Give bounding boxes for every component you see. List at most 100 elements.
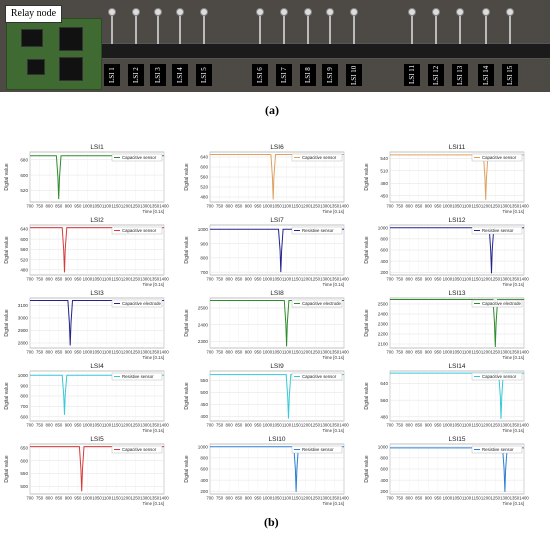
x-tick-label: 1250 — [131, 277, 141, 282]
chart-lsi9: LSI9 Digital value 400 450 500 550 700 750 800 85… — [184, 363, 349, 433]
y-tick-label: 2500 — [198, 306, 209, 311]
x-tick-label: 1150 — [472, 204, 482, 209]
x-tick-label: 1250 — [311, 423, 321, 428]
chart-title: LSI9 — [270, 363, 284, 370]
x-tick-label: 1000 — [443, 204, 453, 209]
x-tick-label: 750 — [396, 423, 404, 428]
x-tick-label: 750 — [36, 496, 44, 501]
x-tick-label: 1300 — [320, 496, 330, 501]
x-tick-label: 1100 — [102, 423, 112, 428]
x-tick-label: 900 — [425, 423, 433, 428]
x-axis-label: Time [0.1s] — [322, 282, 344, 287]
x-tick-label: 1400 — [159, 496, 169, 501]
chart-title: LSI11 — [449, 144, 466, 151]
y-tick-label: 400 — [200, 478, 208, 483]
x-tick-label: 1200 — [301, 423, 311, 428]
sensor-stem — [283, 14, 285, 44]
x-tick-label: 750 — [216, 277, 224, 282]
x-tick-label: 1350 — [330, 204, 340, 209]
y-tick-label: 2100 — [378, 342, 389, 347]
x-tick-label: 900 — [425, 350, 433, 355]
y-axis-label: Digital value — [4, 309, 10, 336]
x-tick-label: 800 — [406, 277, 414, 282]
x-tick-label: 1000 — [263, 423, 273, 428]
x-tick-label: 1400 — [339, 277, 349, 282]
x-tick-label: 800 — [46, 204, 54, 209]
chart-title: LSI12 — [449, 217, 466, 224]
x-tick-label: 1400 — [519, 204, 529, 209]
y-tick-label: 1000 — [198, 444, 209, 449]
sensor-stem — [111, 14, 113, 44]
x-tick-label: 850 — [415, 423, 423, 428]
x-tick-label: 1200 — [481, 350, 491, 355]
legend-label: Resistive sensor — [302, 228, 334, 233]
y-tick-label: 560 — [380, 398, 388, 403]
x-tick-label: 1350 — [330, 350, 340, 355]
x-tick-label: 1400 — [339, 350, 349, 355]
x-tick-label: 900 — [245, 496, 253, 501]
x-tick-label: 1150 — [112, 496, 122, 501]
legend-label: Resistive sensor — [122, 374, 154, 379]
sensor-head — [482, 8, 490, 16]
x-tick-label: 700 — [206, 423, 214, 428]
sensor-head — [326, 8, 334, 16]
sensor-head — [304, 8, 312, 16]
y-tick-label: 900 — [20, 383, 28, 388]
x-axis-label: Time [0.1s] — [502, 282, 524, 287]
x-tick-label: 1050 — [452, 423, 462, 428]
x-axis-label: Time [0.1s] — [142, 355, 164, 360]
x-tick-label: 1050 — [92, 204, 102, 209]
x-tick-label: 1250 — [131, 350, 141, 355]
x-tick-label: 1250 — [311, 350, 321, 355]
x-tick-label: 1300 — [140, 496, 150, 501]
x-tick-label: 1050 — [452, 350, 462, 355]
x-tick-label: 750 — [36, 350, 44, 355]
y-tick-label: 900 — [200, 241, 208, 246]
y-tick-label: 550 — [200, 378, 208, 383]
series-line — [210, 154, 344, 200]
board-chip — [27, 59, 45, 75]
x-tick-label: 1350 — [150, 423, 160, 428]
x-tick-label: 1000 — [83, 423, 93, 428]
sensor-photo: Relay node LSI 1 LSI 2 LSI 3 LSI 4 LSI 5 LSI … — [0, 0, 550, 92]
x-tick-label: 1050 — [272, 350, 282, 355]
x-tick-label: 900 — [425, 204, 433, 209]
x-tick-label: 1200 — [121, 277, 131, 282]
y-tick-label: 2400 — [378, 312, 389, 317]
x-tick-label: 1150 — [472, 277, 482, 282]
y-tick-label: 1000 — [378, 444, 389, 449]
x-tick-label: 950 — [434, 423, 442, 428]
y-tick-label: 2200 — [378, 332, 389, 337]
legend-label: Capacitive sensor — [122, 228, 157, 233]
legend-box — [111, 226, 163, 235]
x-tick-label: 1200 — [481, 496, 491, 501]
x-tick-label: 750 — [216, 350, 224, 355]
y-axis-label: Digital value — [184, 236, 190, 263]
x-tick-label: 1250 — [491, 496, 501, 501]
series-line — [30, 374, 164, 415]
series-line — [30, 300, 164, 346]
x-tick-label: 950 — [254, 496, 262, 501]
x-tick-label: 1400 — [159, 277, 169, 282]
x-tick-label: 1300 — [140, 423, 150, 428]
x-tick-label: 700 — [26, 204, 34, 209]
y-tick-label: 600 — [20, 237, 28, 242]
legend-box — [471, 445, 523, 454]
x-tick-label: 850 — [235, 423, 243, 428]
lsi-label: LSI 15 — [502, 64, 518, 86]
y-tick-label: 480 — [20, 268, 28, 273]
chart-title: LSI10 — [269, 436, 286, 443]
lsi-label: LSI 3 — [150, 64, 166, 86]
x-tick-label: 1150 — [112, 350, 122, 355]
y-tick-label: 650 — [20, 446, 28, 451]
lsi-label: LSI 13 — [452, 64, 468, 86]
x-tick-label: 1000 — [443, 423, 453, 428]
x-tick-label: 900 — [65, 204, 73, 209]
x-tick-label: 1000 — [263, 496, 273, 501]
x-tick-label: 1200 — [481, 204, 491, 209]
board-chip — [59, 27, 83, 51]
x-tick-label: 1350 — [510, 350, 520, 355]
sensor-stem — [259, 14, 261, 44]
x-tick-label: 1050 — [452, 496, 462, 501]
